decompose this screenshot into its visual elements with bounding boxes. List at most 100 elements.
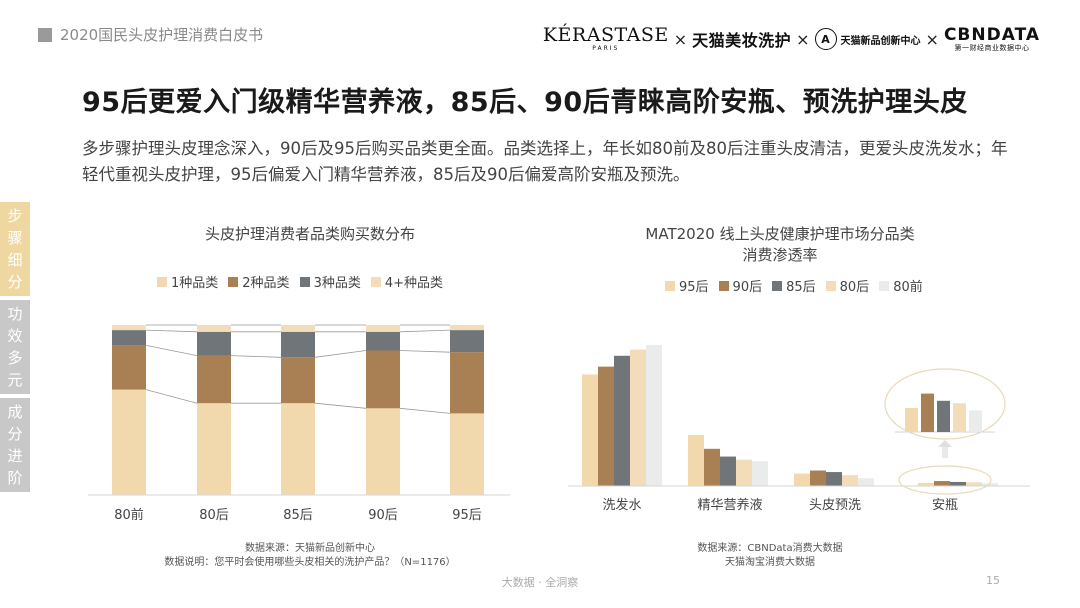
x-tick-label: 头皮预洗 — [809, 498, 861, 513]
side-tab-label: 功效多元 — [7, 305, 23, 389]
grouped-bar — [720, 456, 736, 486]
left-chart-legend: 1种品类 2种品类 3种品类 4+种品类 — [157, 272, 453, 291]
report-title: 2020国民头皮护理消费白皮书 — [38, 24, 263, 45]
inset-bar — [921, 393, 934, 432]
left-legend-item: 1种品类 — [157, 272, 218, 291]
right-legend-label: 90后 — [732, 280, 763, 295]
right-legend-swatch — [665, 280, 675, 291]
left-source-line2: 数据说明：您平时会使用哪些头皮相关的洗护产品？（N=1176） — [164, 557, 456, 568]
side-tab-label: 成分进阶 — [7, 403, 23, 487]
left-legend-swatch — [370, 276, 381, 287]
cbndata-logo: CBNDATA 第一财经商业数据中心 — [944, 26, 1040, 53]
side-tab-ingredients[interactable]: 成分进阶 — [0, 398, 30, 492]
kerastase-logo: KÉRASTASE PARIS — [543, 25, 669, 53]
page-headline: 95后更爱入门级精华营养液，85后、90后青睐高阶安瓶、预洗护理头皮 — [82, 87, 968, 118]
x-tick-label: 80前 — [114, 507, 144, 523]
right-legend-label: 80前 — [893, 280, 923, 295]
segment-connector-line — [314, 402, 367, 409]
stacked-bar-segment — [450, 330, 484, 353]
grouped-bar — [950, 481, 966, 486]
tmall-beauty-logo: 天猫美妆洗护 — [692, 27, 791, 51]
stacked-bar-segment — [281, 357, 315, 404]
grouped-bar — [982, 483, 998, 486]
left-legend-item: 3种品类 — [299, 272, 361, 291]
right-chart-title-line1: MAT2020 线上头皮健康护理市场分品类 — [645, 225, 915, 243]
left-legend-label: 2种品类 — [242, 276, 290, 291]
left-legend-swatch — [157, 276, 167, 287]
stacked-bar-segment — [112, 325, 146, 331]
inset-arrow-head — [938, 440, 952, 447]
x-tick-label: 洗发水 — [602, 497, 641, 513]
right-source-line2: 天猫淘宝消费大数据 — [725, 557, 815, 568]
grouped-bar — [752, 461, 768, 486]
stacked-bar-segment — [281, 331, 315, 358]
segment-connector-line — [230, 355, 282, 358]
stacked-bar-segment — [112, 330, 146, 346]
page-number: 15 — [986, 574, 1000, 587]
grouped-bar — [842, 475, 858, 486]
grouped-bar — [934, 481, 950, 486]
left-legend-label: 4+种品类 — [384, 276, 444, 291]
report-title-marker — [38, 27, 52, 42]
right-legend-swatch — [825, 280, 836, 291]
grouped-bar — [630, 349, 646, 486]
kerastase-logo-main: KÉRASTASE — [542, 24, 669, 46]
right-source-line1: 数据来源：CBNData消费大数据 — [697, 543, 843, 554]
stacked-bar-segment — [197, 355, 231, 404]
cbndata-logo-main: CBNDATA — [943, 24, 1040, 45]
stacked-bar-segment — [197, 325, 231, 332]
right-legend-label: 80后 — [839, 280, 870, 295]
stacked-bar-segment — [366, 325, 400, 332]
right-chart-title-line2: 消费渗透率 — [742, 246, 818, 264]
inset-arrow-shaft — [942, 446, 948, 458]
grouped-bar — [598, 366, 614, 486]
segment-connector-line — [314, 350, 367, 358]
stacked-bar-segment — [366, 331, 400, 351]
right-legend-swatch — [718, 280, 729, 291]
grouped-bar — [858, 478, 874, 486]
stacked-bar-segment — [281, 325, 315, 332]
x-tick-label: 精华营养液 — [697, 497, 762, 513]
right-chart-source: 数据来源：CBNData消费大数据 天猫淘宝消费大数据 — [620, 542, 920, 570]
right-legend-item: 80后 — [825, 276, 870, 295]
stacked-bar-segment — [366, 350, 400, 409]
stacked-bar-segment — [281, 403, 315, 495]
side-tab-label: 步骤细分 — [7, 207, 23, 291]
grouped-bar — [614, 355, 630, 486]
side-tab-steps[interactable]: 步骤细分 — [0, 202, 30, 296]
brand-separator: × — [673, 29, 688, 49]
left-source-line1: 数据来源：天猫新品创新中心 — [245, 543, 375, 554]
kerastase-logo-sub: PARIS — [592, 45, 620, 52]
tmall-new-center-logo: A 天猫新品创新中心 — [814, 28, 921, 50]
grouped-bar — [736, 459, 752, 486]
grouped-bar — [826, 472, 842, 486]
side-tab-efficacy[interactable]: 功效多元 — [0, 300, 30, 394]
stacked-bar-segment — [112, 389, 146, 495]
grouped-bar — [704, 448, 720, 486]
brand-logos: KÉRASTASE PARIS × 天猫美妆洗护 × A 天猫新品创新中心 × … — [543, 24, 1040, 54]
right-chart-legend: 95后 90后 85后 80后 80前 — [665, 276, 933, 295]
segment-connector-line — [145, 389, 198, 404]
segment-connector-line — [399, 329, 451, 333]
x-tick-label: 95后 — [452, 508, 482, 523]
right-legend-swatch — [879, 280, 890, 291]
right-legend-label: 95后 — [679, 280, 709, 295]
footer-tagline: 大数据 · 全洞察 — [501, 576, 579, 589]
brand-separator: × — [925, 29, 939, 49]
stacked-bar-segment — [197, 403, 231, 495]
x-tick-label: 85后 — [283, 508, 313, 523]
tmall-beauty-logo-text: 天猫美妆洗护 — [692, 31, 792, 50]
left-legend-swatch — [228, 276, 239, 287]
inset-bar — [937, 400, 950, 432]
left-legend-label: 1种品类 — [171, 276, 219, 291]
stacked-bar-segment — [450, 413, 484, 495]
left-chart-source: 数据来源：天猫新品创新中心 数据说明：您平时会使用哪些头皮相关的洗护产品？（N=… — [120, 542, 500, 570]
grouped-bar — [646, 344, 662, 486]
stacked-bar-segment — [450, 352, 484, 414]
inset-bar — [905, 408, 918, 432]
left-legend-item: 2种品类 — [228, 272, 290, 291]
stacked-bar-segment — [197, 331, 231, 356]
left-stacked-bar-chart: 80前 80后 85后 90后 95后 — [88, 324, 510, 523]
right-chart-title: MAT2020 线上头皮健康护理市场分品类 消费渗透率 — [600, 224, 960, 266]
right-legend-item: 90后 — [718, 276, 763, 295]
